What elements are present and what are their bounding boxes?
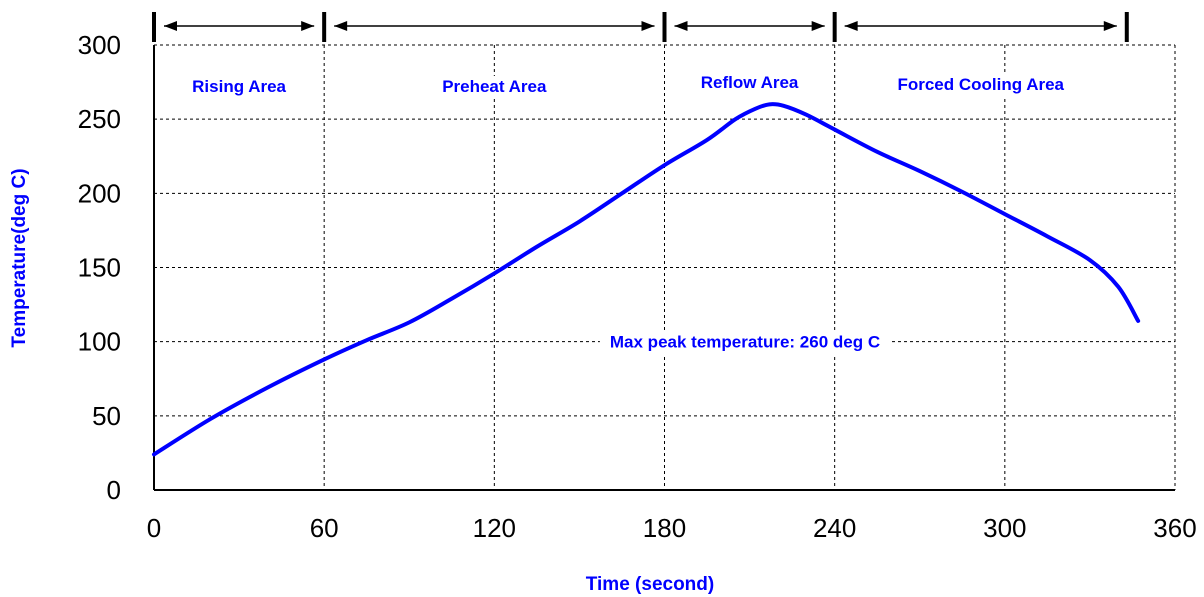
annotation-group: Max peak temperature: 260 deg C <box>599 330 891 355</box>
zone-label: Preheat Area <box>442 77 547 96</box>
series-layer <box>152 102 1141 457</box>
zone-arrow-right-head <box>1103 21 1117 31</box>
temperature-series-line <box>152 102 1141 457</box>
zone-arrow-left-head <box>674 21 688 31</box>
tick-labels: 0 50 100 150 200 250 300 0 60 120 180 240 300 360 <box>78 30 1197 543</box>
x-tick-label: 120 <box>473 513 516 543</box>
y-tick-label: 0 <box>107 475 121 505</box>
x-tick-label: 60 <box>310 513 339 543</box>
zone-arrow-right-head <box>641 21 655 31</box>
zone-label-background <box>188 76 291 98</box>
zone-label: Forced Cooling Area <box>897 75 1064 94</box>
gridlines <box>154 44 1175 490</box>
x-tick-label: 300 <box>983 513 1026 543</box>
zone-label-background <box>438 76 552 98</box>
x-tick-label: 360 <box>1153 513 1196 543</box>
axes <box>153 44 1176 491</box>
zone-arrow-left-head <box>844 21 858 31</box>
y-tick-label: 100 <box>78 327 121 357</box>
x-tick-label: 240 <box>813 513 856 543</box>
max-peak-annotation: Max peak temperature: 260 deg C <box>610 333 880 352</box>
zone-arrow-left-head <box>164 21 177 31</box>
y-tick-label: 250 <box>78 104 121 134</box>
x-axis-title: Time (second) <box>586 574 714 595</box>
zone-arrow-left-head <box>334 21 348 31</box>
y-tick-label: 150 <box>78 253 121 283</box>
zone-label: Rising Area <box>192 77 286 96</box>
y-tick-label: 50 <box>92 401 121 431</box>
zone-label: Reflow Area <box>701 73 799 92</box>
y-axis-title: Temperature(deg C) <box>9 168 30 347</box>
zone-arrow-right-head <box>811 21 825 31</box>
x-tick-label: 0 <box>147 513 161 543</box>
y-tick-label: 200 <box>78 178 121 208</box>
zone-labels: Rising Area Preheat Area Reflow Area Forced… <box>188 72 1069 98</box>
zone-arrow-right-head <box>301 21 315 31</box>
zone-label-background <box>893 74 1069 96</box>
annotation-background <box>599 330 891 355</box>
zone-markers <box>152 12 1129 42</box>
x-tick-label: 180 <box>643 513 686 543</box>
y-tick-label: 300 <box>78 30 121 60</box>
zone-label-background <box>696 72 803 94</box>
